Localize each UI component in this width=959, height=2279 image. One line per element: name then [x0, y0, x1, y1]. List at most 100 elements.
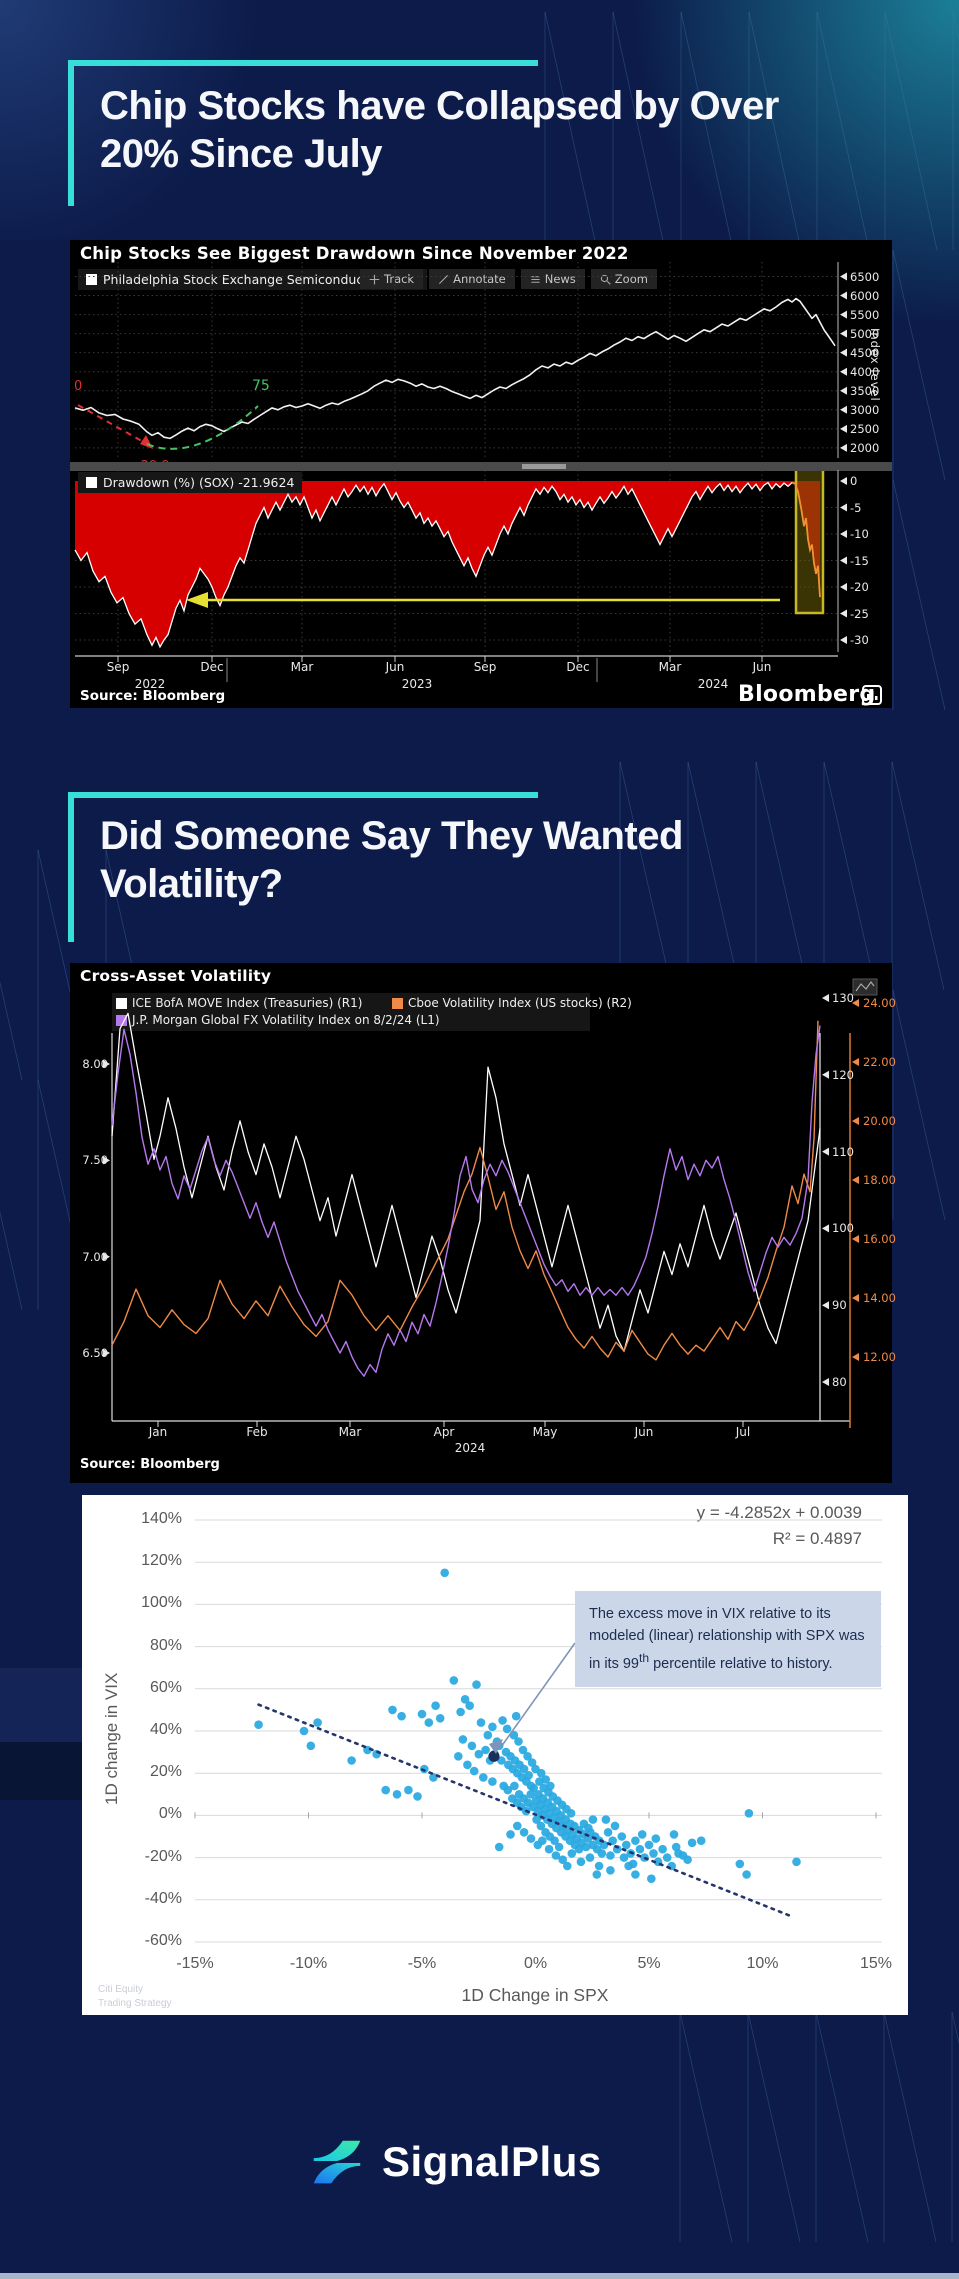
series-R1: [111, 1012, 821, 1352]
watermark-line1: Citi Equity: [98, 1984, 144, 1995]
price-tick-arrow: [840, 424, 847, 433]
scatter-point: [347, 1756, 356, 1765]
pane-divider[interactable]: [70, 462, 892, 471]
axis-R1-tick: 120: [832, 1067, 854, 1082]
scatter-point: [574, 1844, 584, 1854]
y-axis-tick: 0%: [158, 1805, 182, 1823]
scatter-point: [617, 1832, 627, 1841]
toolbar-news-button[interactable]: News: [520, 269, 585, 289]
scatter-point: [481, 1745, 490, 1755]
legend-label: ICE BofA MOVE Index (Treasuries) (R1): [132, 996, 363, 1010]
y-axis-tick: 80%: [149, 1636, 182, 1654]
drawdown-axis-tick: -5: [850, 500, 862, 515]
x-axis-tick-label: -5%: [407, 1955, 437, 1972]
price-axis-tick: 4000: [850, 364, 880, 379]
x-axis-month: Jun: [385, 660, 405, 674]
drawdown-line: [74, 481, 821, 649]
annotation-arrow: [500, 1642, 576, 1748]
chart1-plot: 075-29.9: [70, 262, 892, 682]
x-axis-tick-label: -10%: [289, 1955, 328, 1972]
drawdown-axis-tick: -15: [850, 553, 869, 568]
deco-line: [755, 761, 809, 991]
scatter-point: [563, 1861, 572, 1871]
toolbar-zoom-button[interactable]: Zoom: [590, 269, 657, 289]
scatter-point: [558, 1855, 567, 1864]
drawdown-axis-tick: -10: [850, 527, 869, 541]
scatter-point: [566, 1809, 576, 1818]
price-tick-arrow: [840, 291, 847, 300]
recovery-dashed-line: [146, 405, 259, 450]
scatter-y-axis-label: 1D change in VIX: [102, 1672, 121, 1805]
scatter-point: [671, 1842, 681, 1852]
axis-tick-arrow: [822, 1070, 829, 1079]
drawdown-axis-tick: -30: [850, 633, 869, 647]
axis-L1-tick: 8.00: [82, 1057, 108, 1071]
scatter-point: [735, 1859, 745, 1869]
scatter-point: [651, 1834, 661, 1843]
axis-tick-arrow: [103, 1060, 110, 1068]
track-icon: [369, 274, 380, 284]
price-tick-arrow: [840, 329, 847, 338]
scatter-point: [637, 1830, 647, 1839]
scatter-point: [424, 1718, 434, 1727]
scatter-point: [744, 1809, 754, 1818]
chart1-title: Chip Stocks See Biggest Drawdown Since N…: [80, 244, 629, 263]
scatter-point: [601, 1815, 611, 1824]
x-axis-month: May: [532, 1425, 558, 1439]
scatter-point: [541, 1775, 550, 1784]
scatter-point: [460, 1695, 470, 1704]
drawdown-tick-arrow: [840, 530, 847, 538]
series-R2: [111, 1020, 819, 1361]
headline2-line2: Volatility?: [100, 862, 283, 906]
headline1: Chip Stocks have Collapsed by Over 20% S…: [100, 82, 779, 178]
price-tick-arrow: [840, 367, 847, 376]
axis-tick-arrow: [822, 1224, 829, 1233]
scatter-point: [523, 1752, 532, 1761]
left-red-annotation: 0: [74, 379, 82, 394]
deco-line: [823, 761, 877, 991]
chart1-source: Source: Bloomberg: [80, 688, 226, 704]
scatter-point: [397, 1711, 406, 1721]
x-axis-month: Feb: [246, 1425, 268, 1439]
price-tick-arrow: [840, 348, 847, 357]
price-axis-tick: 3500: [850, 383, 880, 398]
x-axis-year: 2023: [401, 677, 433, 691]
recovery-annotation: 75: [252, 378, 270, 394]
scatter-point: [526, 1834, 536, 1843]
scatter-point: [608, 1836, 617, 1845]
scatter-point: [567, 1849, 577, 1858]
deco-line: [0, 1210, 23, 1311]
annotation-callout: The excess move in VIX relative to its m…: [575, 1591, 881, 1687]
y-axis-tick: -20%: [144, 1847, 182, 1865]
deco-line: [891, 761, 945, 991]
annotation-arrow-head: [489, 1739, 503, 1754]
price-tick-arrow: [840, 386, 847, 395]
toolbar-track-button[interactable]: Track: [360, 269, 424, 289]
vix-spx-scatter-card: y = -4.2852x + 0.0039 R² = 0.4897 140% 12…: [82, 1495, 908, 2015]
axis-R2-tick: 20.00: [863, 1114, 896, 1128]
chart2-legend: ICE BofA MOVE Index (Treasuries) (R1) Cbo…: [112, 993, 632, 1031]
x-axis-month: Dec: [566, 660, 590, 674]
chart2-plot: [103, 978, 878, 1428]
price-axis-tick: 5500: [850, 307, 880, 322]
scatter-point: [524, 1771, 533, 1780]
left-deco-rect: [0, 1742, 88, 1800]
y-axis-tick: 40%: [149, 1721, 182, 1738]
deco-line: [815, 2011, 869, 2243]
scatter-point: [792, 1857, 801, 1867]
mini-chart-icon: [852, 978, 878, 996]
deco-line: [544, 11, 598, 251]
chart1-toolbar: Track Annotate News Zoom: [360, 269, 657, 289]
scatter-point: [536, 1768, 546, 1778]
toolbar-annotate-button[interactable]: Annotate: [429, 269, 515, 289]
scatter-point: [463, 1760, 472, 1770]
L1-series-swatch: [116, 1014, 127, 1026]
scatter-point: [635, 1844, 645, 1854]
legend-item: J.P. Morgan Global FX Volatility Index o…: [116, 1013, 440, 1027]
drawdown-tick-arrow: [840, 636, 847, 644]
deco-line: [892, 479, 946, 711]
axis-tick-arrow: [852, 1117, 859, 1125]
signalplus-wordmark: SignalPlus: [382, 2138, 602, 2185]
drawdown-legend: Drawdown (%) (SOX) -21.9624: [78, 472, 303, 493]
scatter-point: [306, 1741, 316, 1751]
